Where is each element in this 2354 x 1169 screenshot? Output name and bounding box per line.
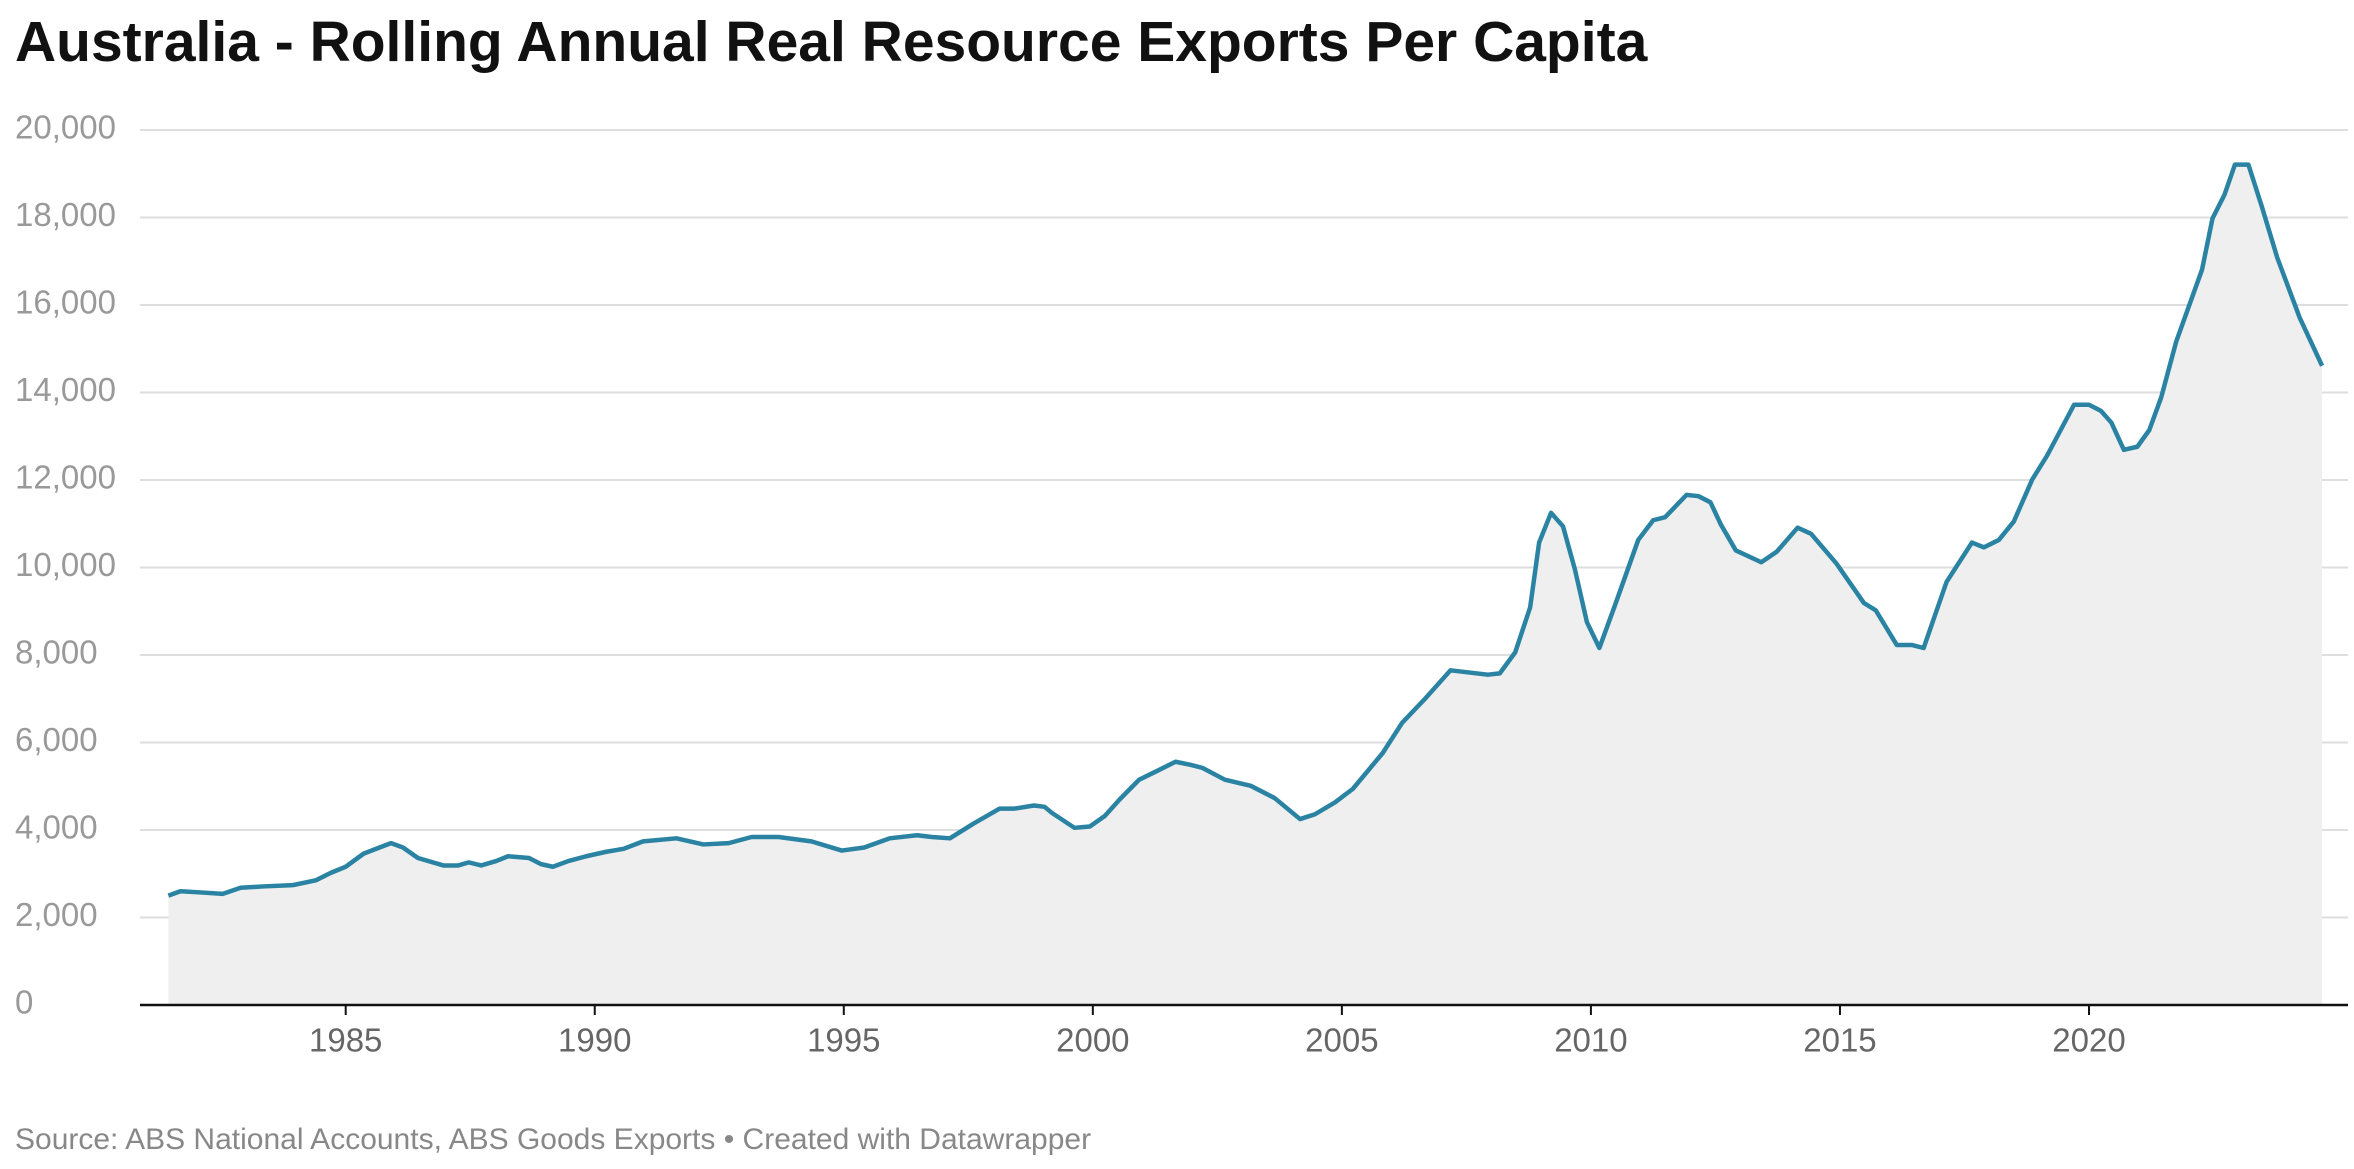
y-tick-label: 8,000 bbox=[15, 634, 98, 671]
y-tick-label: 18,000 bbox=[15, 196, 116, 233]
line bbox=[167, 162, 2325, 898]
y-tick-label: 14,000 bbox=[15, 371, 116, 408]
source-note: Source: ABS National Accounts, ABS Goods… bbox=[15, 1123, 1091, 1156]
x-tick-label: 2000 bbox=[1056, 1022, 1129, 1059]
y-tick-label: 12,000 bbox=[15, 459, 116, 496]
x-tick-label: 1995 bbox=[807, 1022, 880, 1059]
y-tick-label: 10,000 bbox=[15, 546, 116, 583]
chart-title: Australia - Rolling Annual Real Resource… bbox=[15, 10, 1649, 74]
y-tick-label: 16,000 bbox=[15, 284, 116, 321]
x-tick-label: 2020 bbox=[2052, 1022, 2125, 1059]
x-tick-label: 1990 bbox=[558, 1022, 631, 1059]
y-tick-label: 4,000 bbox=[15, 809, 98, 846]
y-tick-label: 6,000 bbox=[15, 721, 98, 758]
x-tick-label: 2015 bbox=[1803, 1022, 1876, 1059]
x-tick-label: 2005 bbox=[1305, 1022, 1378, 1059]
x-tick-label: 2010 bbox=[1554, 1022, 1627, 1059]
y-tick-label: 0 bbox=[15, 984, 33, 1021]
area bbox=[168, 164, 2323, 1005]
x-tick-label: 1985 bbox=[309, 1022, 382, 1059]
y-tick-label: 20,000 bbox=[15, 109, 116, 146]
y-tick-label: 2,000 bbox=[15, 896, 98, 933]
